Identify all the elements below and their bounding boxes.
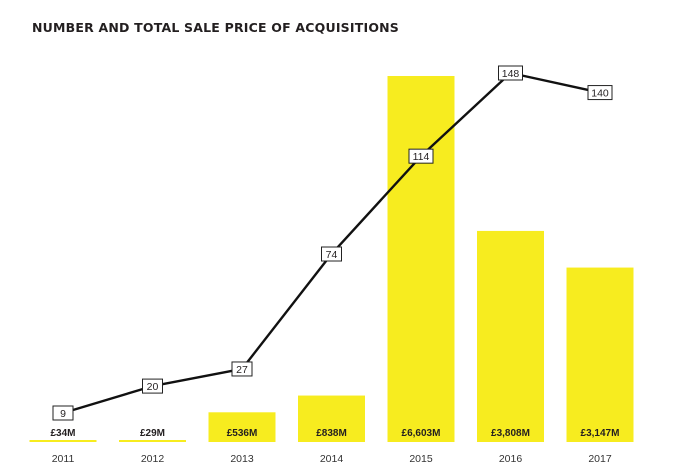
bar-value-label-2011: £34M <box>50 428 75 439</box>
x-tick-label-2012: 2012 <box>141 453 165 465</box>
line-point-2013: 27 <box>231 361 253 377</box>
line-value-label-2013: 27 <box>236 364 248 376</box>
line-point-2015: 114 <box>408 148 434 164</box>
bar-2016 <box>477 230 544 442</box>
line-value-label-2015: 114 <box>413 151 430 163</box>
bars-layer <box>29 76 634 442</box>
line-value-label-2011: 9 <box>60 408 66 420</box>
x-tick-label-2017: 2017 <box>588 453 612 465</box>
chart-title: NUMBER AND TOTAL SALE PRICE OF ACQUISITI… <box>32 20 400 35</box>
line-label-box-2014 <box>321 246 342 262</box>
x-tick-label-2011: 2011 <box>52 453 75 465</box>
x-tick-label-2014: 2014 <box>320 453 344 465</box>
line-label-box-2013 <box>231 361 253 377</box>
line-value-label-2017: 140 <box>591 88 609 100</box>
bar-labels-layer: £34M £29M £536M £838M £6,603M £3,808M £3,147M <box>50 428 619 439</box>
bar-value-label-2015: £6,603M <box>402 428 441 439</box>
line-labels-layer: 9 20 27 74 114 148 140 <box>52 65 613 421</box>
bar-2014 <box>298 395 365 442</box>
line-point-2014: 74 <box>321 246 342 262</box>
bar-2011 <box>29 440 97 442</box>
x-tick-label-2016: 2016 <box>499 453 523 465</box>
x-tick-label-2013: 2013 <box>230 453 254 465</box>
line-value-label-2012: 20 <box>147 381 159 393</box>
bar-value-label-2012: £29M <box>140 428 165 439</box>
bar-2015 <box>387 76 455 442</box>
x-tick-label-2015: 2015 <box>409 453 433 465</box>
line-point-2017: 140 <box>587 85 613 101</box>
line-point-2012: 20 <box>142 378 163 394</box>
x-tick-labels: 2011 2012 2013 2014 2015 2016 2017 <box>52 453 612 465</box>
line-label-box-2017 <box>587 85 613 101</box>
line-point-2011: 9 <box>52 405 74 421</box>
line-label-box-2016 <box>498 65 523 81</box>
bar-2017 <box>566 267 634 442</box>
bar-2013 <box>208 412 276 442</box>
line-value-label-2014: 74 <box>326 249 338 261</box>
line-point-2016: 148 <box>498 65 523 81</box>
bar-value-label-2017: £3,147M <box>581 428 620 439</box>
line-value-label-2016: 148 <box>502 68 520 80</box>
bar-value-label-2014: £838M <box>316 428 347 439</box>
bar-value-label-2016: £3,808M <box>491 428 530 439</box>
line-label-box-2015 <box>408 148 434 164</box>
bar-value-label-2013: £536M <box>227 428 258 439</box>
line-label-box-2011 <box>52 405 74 421</box>
line-label-box-2012 <box>142 378 163 394</box>
bar-2012 <box>119 440 186 442</box>
